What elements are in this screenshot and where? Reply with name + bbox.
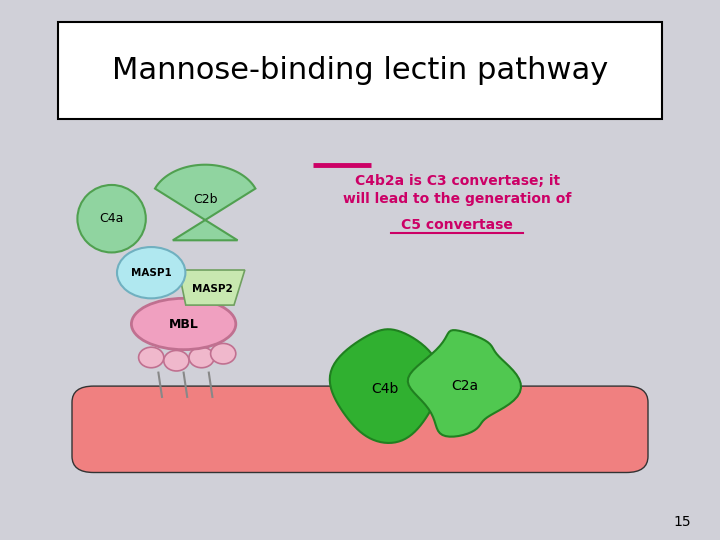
Text: MASP1: MASP1 xyxy=(131,268,171,278)
Polygon shape xyxy=(408,330,521,437)
Ellipse shape xyxy=(117,247,185,298)
Text: 15: 15 xyxy=(674,515,691,529)
Polygon shape xyxy=(155,165,256,240)
Text: C2b: C2b xyxy=(193,193,217,206)
Ellipse shape xyxy=(164,350,189,371)
FancyBboxPatch shape xyxy=(72,386,648,472)
Text: MBL: MBL xyxy=(168,318,199,330)
Ellipse shape xyxy=(132,298,236,350)
Text: C2a: C2a xyxy=(451,379,478,393)
Polygon shape xyxy=(330,329,441,443)
FancyBboxPatch shape xyxy=(58,22,662,119)
Text: MASP2: MASP2 xyxy=(192,284,233,294)
Text: C5 convertase: C5 convertase xyxy=(401,218,513,232)
Ellipse shape xyxy=(189,347,215,368)
Text: C4b: C4b xyxy=(372,382,399,396)
Text: C4b2a is C3 convertase; it
will lead to the generation of: C4b2a is C3 convertase; it will lead to … xyxy=(343,174,572,206)
Polygon shape xyxy=(179,270,245,305)
Ellipse shape xyxy=(139,347,164,368)
Text: Mannose-binding lectin pathway: Mannose-binding lectin pathway xyxy=(112,56,608,85)
Text: C4a: C4a xyxy=(99,212,124,225)
Ellipse shape xyxy=(210,343,236,364)
Ellipse shape xyxy=(78,185,145,252)
